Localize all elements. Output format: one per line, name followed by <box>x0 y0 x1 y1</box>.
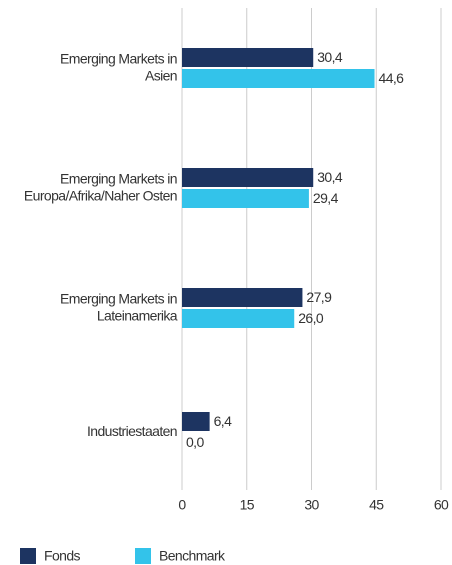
value-label: 26,0 <box>298 310 324 326</box>
x-tick-label: 45 <box>369 497 384 513</box>
x-tick-label: 30 <box>304 497 319 513</box>
category-label: Industriestaaten <box>87 423 177 439</box>
x-tick-label: 0 <box>178 497 186 513</box>
category-label-line: Emerging Markets in <box>60 290 177 306</box>
x-tick-label: 15 <box>240 497 255 513</box>
category-label-line: Industriestaaten <box>87 423 177 439</box>
category-label: Emerging Markets in Europa/Afrika/Naher O… <box>24 170 177 203</box>
category-label-line: Lateinamerika <box>97 307 178 323</box>
legend-swatch <box>20 548 36 564</box>
category-label: Emerging Markets in Asien <box>60 50 177 83</box>
bar <box>182 412 210 431</box>
value-label: 30,4 <box>317 49 343 65</box>
value-label: 0,0 <box>186 434 204 450</box>
value-label: 44,6 <box>379 70 405 86</box>
category-label-line: Asien <box>145 67 177 83</box>
bar <box>182 288 303 307</box>
x-tick-label: 60 <box>434 497 449 513</box>
bar <box>182 48 314 67</box>
value-label: 6,4 <box>214 413 232 429</box>
value-label: 30,4 <box>317 169 343 185</box>
bar <box>182 189 309 208</box>
legend-label: Benchmark <box>159 548 226 564</box>
bar <box>182 309 295 328</box>
value-label: 27,9 <box>306 289 332 305</box>
category-label-line: Emerging Markets in <box>60 170 177 186</box>
category-label-line: Emerging Markets in <box>60 50 177 66</box>
legend-swatch <box>135 548 151 564</box>
bar <box>182 168 314 187</box>
category-label-line: Europa/Afrika/Naher Osten <box>24 187 177 203</box>
value-label: 29,4 <box>313 190 339 206</box>
legend-label: Fonds <box>44 548 81 564</box>
category-label: Emerging Markets in Lateinamerika <box>60 290 178 323</box>
bar <box>182 69 375 88</box>
